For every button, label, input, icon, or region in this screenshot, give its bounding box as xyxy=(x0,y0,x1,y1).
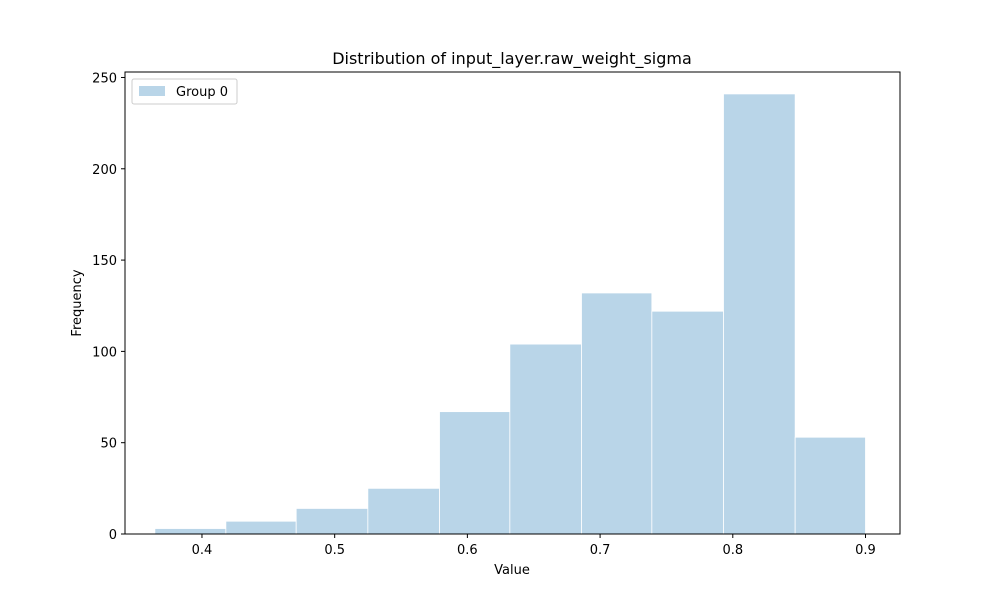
histogram-bars xyxy=(154,93,866,535)
x-tick-label: 0.6 xyxy=(457,543,478,558)
histogram-bar xyxy=(439,411,511,535)
y-tick-label: 100 xyxy=(92,345,117,360)
histogram-bar xyxy=(225,520,297,535)
histogram-bar xyxy=(154,528,227,535)
histogram-bar xyxy=(723,93,796,535)
y-tick-label: 0 xyxy=(109,528,117,543)
histogram-bar xyxy=(509,343,582,535)
x-tick-label: 0.4 xyxy=(192,543,213,558)
legend-swatch xyxy=(139,86,165,96)
plot-frame xyxy=(124,71,901,535)
x-tick-label: 0.5 xyxy=(324,543,345,558)
x-tick-label: 0.7 xyxy=(590,543,611,558)
histogram-bar xyxy=(295,508,369,535)
y-axis-label: Frequency xyxy=(70,269,85,336)
x-axis-label: Value xyxy=(494,563,530,578)
histogram-bar xyxy=(581,292,653,535)
legend[interactable]: Group 0 xyxy=(131,78,238,105)
y-tick-label: 200 xyxy=(92,163,117,178)
y-tick-label: 50 xyxy=(100,437,117,452)
x-axis: 0.4 0.5 0.6 0.7 0.8 0.9 xyxy=(192,534,876,558)
chart-title: Distribution of input_layer.raw_weight_s… xyxy=(332,49,692,69)
legend-box xyxy=(131,78,238,105)
y-tick-label: 250 xyxy=(92,71,117,86)
x-tick-label: 0.9 xyxy=(855,543,876,558)
legend-label: Group 0 xyxy=(176,85,228,100)
histogram-bar xyxy=(794,436,866,535)
histogram-bar xyxy=(651,310,724,535)
y-tick-label: 150 xyxy=(92,254,117,269)
histogram-bar xyxy=(367,487,440,535)
x-tick-label: 0.8 xyxy=(722,543,743,558)
y-axis: 0 50 100 150 200 250 xyxy=(92,71,125,543)
